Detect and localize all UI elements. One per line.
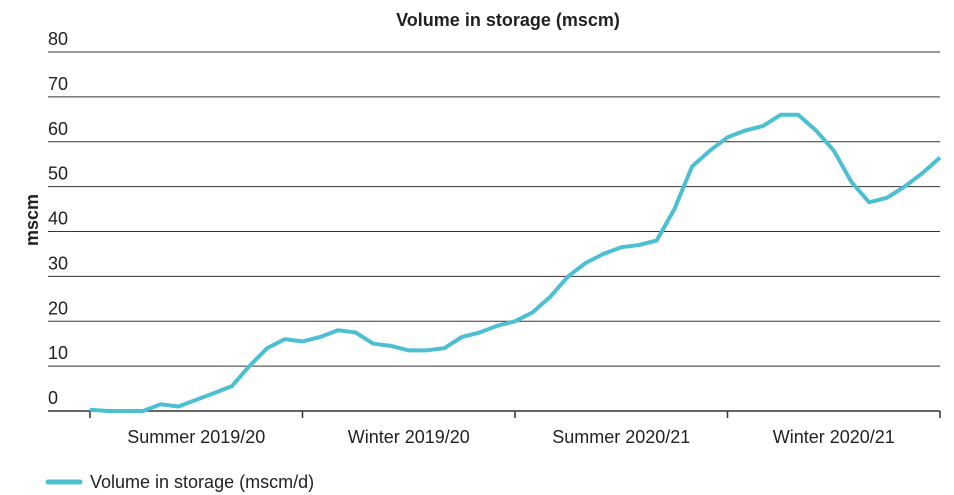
y-tick-label: 20 — [48, 298, 68, 318]
y-tick-label: 0 — [48, 388, 58, 408]
legend-label: Volume in storage (mscm/d) — [90, 472, 314, 492]
y-tick-label: 60 — [48, 119, 68, 139]
y-tick-label: 70 — [48, 74, 68, 94]
y-tick-label: 50 — [48, 164, 68, 184]
x-tick-label: Winter 2020/21 — [773, 427, 895, 447]
x-tick-label: Summer 2020/21 — [552, 427, 690, 447]
x-tick-label: Winter 2019/20 — [348, 427, 470, 447]
chart-title: Volume in storage (mscm) — [396, 10, 620, 30]
y-tick-label: 40 — [48, 209, 68, 229]
y-tick-label: 10 — [48, 343, 68, 363]
y-axis-label: mscm — [22, 194, 42, 246]
data-line — [89, 112, 942, 413]
x-tick-label: Summer 2019/20 — [127, 427, 265, 447]
y-tick-label: 80 — [48, 29, 68, 49]
y-tick-label: 30 — [48, 253, 68, 273]
